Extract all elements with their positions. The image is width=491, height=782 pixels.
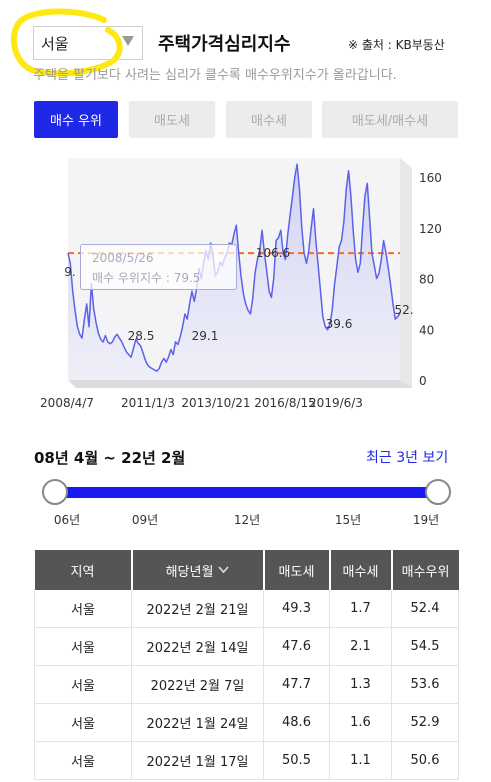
x-tick-label: 2019/6/3 [309, 396, 363, 410]
point-label: 39.6 [326, 317, 353, 331]
tab-sell-buy-trend[interactable]: 매도세/매수세 [322, 101, 458, 138]
range-tick: 19년 [412, 513, 440, 527]
y-tick-label: 0 [419, 374, 427, 388]
cell-buy: 1.1 [329, 741, 392, 780]
x-tick-label: 2013/10/21 [181, 396, 250, 410]
point-label: 28.5 [128, 329, 155, 343]
cell-buy: 1.3 [329, 665, 392, 704]
index-table: 지역 해당년월 매도세 매수세 매수우위 서울 2022년 2월 21일 49.… [34, 550, 459, 780]
y-tick-label: 40 [419, 323, 434, 337]
cell-date: 2022년 2월 14일 [131, 627, 264, 666]
point-label: 9. [64, 265, 75, 279]
range-tick: 09년 [131, 513, 159, 527]
buy-dominance-chart[interactable]: 9. 28.5 29.1 106.6 39.6 52. 0 40 80 120 160 2008/… [0, 150, 491, 420]
range-tick: 06년 [53, 513, 81, 527]
cell-buy-dominance: 52.9 [391, 703, 459, 742]
range-tick: 15년 [334, 513, 362, 527]
cell-date: 2022년 2월 7일 [131, 665, 264, 704]
page-title: 주택가격심리지수 [158, 34, 291, 55]
table-row: 서울 2022년 2월 21일 49.3 1.7 52.4 [34, 590, 459, 628]
cell-buy: 2.1 [329, 627, 392, 666]
table-header-row: 지역 해당년월 매도세 매수세 매수우위 [34, 550, 459, 590]
header-date-label: 해당년월 [165, 564, 214, 580]
y-tick-label: 120 [419, 222, 442, 236]
cell-region: 서울 [34, 665, 132, 704]
y-axis-ticks: 0 40 80 120 160 [419, 171, 442, 388]
x-axis-ticks: 2008/4/7 2011/1/3 2013/10/21 2016/8/152019/… [40, 396, 363, 410]
range-label: 08년 4월 ~ 22년 2월 [34, 449, 186, 467]
cell-region: 서울 [34, 703, 132, 742]
table-row: 서울 2022년 1월 17일 50.5 1.1 50.6 [34, 741, 459, 780]
series-line-layer [67, 163, 401, 372]
header-buy-dominance: 매수우위 [391, 550, 459, 590]
header-sell: 매도세 [263, 550, 331, 590]
cell-buy-dominance: 54.5 [391, 627, 459, 666]
chart-floor [68, 380, 412, 388]
cell-region: 서울 [34, 627, 132, 666]
cell-buy-dominance: 50.6 [391, 741, 459, 780]
source-note: ※ 출처 : KB부동산 [348, 38, 445, 52]
tab-sell-trend[interactable]: 매도세 [129, 101, 215, 138]
y-tick-label: 80 [419, 273, 434, 287]
tab-buy-dominance[interactable]: 매수 우위 [34, 101, 118, 138]
cell-date: 2022년 2월 21일 [131, 590, 264, 628]
tab-buy-trend[interactable]: 매수세 [226, 101, 312, 138]
cell-sell: 47.6 [263, 627, 330, 666]
table-row: 서울 2022년 2월 7일 47.7 1.3 53.6 [34, 665, 459, 704]
table-row: 서울 2022년 1월 24일 48.6 1.6 52.9 [34, 703, 459, 742]
tooltip-date: 2008/5/26 [92, 251, 154, 265]
point-label: 106.6 [256, 246, 290, 260]
range-track[interactable] [55, 487, 439, 498]
range-end-handle[interactable] [425, 479, 451, 505]
chart-tooltip: 2008/5/26 매수 우위지수 : 79.5 [80, 244, 237, 290]
x-tick-label: 2008/4/7 [40, 396, 94, 410]
point-label: 52. [394, 303, 413, 317]
cell-buy: 1.6 [329, 703, 392, 742]
tooltip-value: 매수 우위지수 : 79.5 [92, 271, 201, 285]
cell-date: 2022년 1월 24일 [131, 703, 264, 742]
header-date[interactable]: 해당년월 [131, 550, 265, 590]
chevron-down-icon[interactable] [218, 565, 230, 574]
chart-side-wall [400, 158, 412, 388]
series-line [67, 163, 401, 372]
point-label: 29.1 [192, 329, 219, 343]
point-labels: 9. 28.5 29.1 106.6 39.6 52. [64, 246, 413, 343]
cell-buy: 1.7 [329, 590, 392, 628]
region-select[interactable]: 서울 [33, 26, 143, 60]
cell-sell: 49.3 [263, 590, 330, 628]
cell-sell: 50.5 [263, 741, 330, 780]
x-tick-label: 2016/8/15 [254, 396, 316, 410]
description-text: 주택을 팔기보다 사려는 심리가 클수록 매수우위지수가 올라갑니다. [33, 68, 397, 83]
range-tick: 12년 [233, 513, 261, 527]
cell-sell: 47.7 [263, 665, 330, 704]
x-tick-label: 2011/1/3 [121, 396, 175, 410]
cell-sell: 48.6 [263, 703, 330, 742]
cell-region: 서울 [34, 741, 132, 780]
range-start-handle[interactable] [42, 479, 68, 505]
cell-date: 2022년 1월 17일 [131, 741, 264, 780]
cell-buy-dominance: 52.4 [391, 590, 459, 628]
cell-region: 서울 [34, 590, 132, 628]
header-region: 지역 [34, 550, 133, 590]
cell-buy-dominance: 53.6 [391, 665, 459, 704]
dropdown-arrow-icon[interactable] [122, 36, 134, 46]
header-buy: 매수세 [329, 550, 393, 590]
y-tick-label: 160 [419, 171, 442, 185]
recent-3-years-link[interactable]: 최근 3년 보기 [366, 450, 449, 466]
table-row: 서울 2022년 2월 14일 47.6 2.1 54.5 [34, 627, 459, 666]
region-select-value: 서울 [41, 35, 69, 53]
